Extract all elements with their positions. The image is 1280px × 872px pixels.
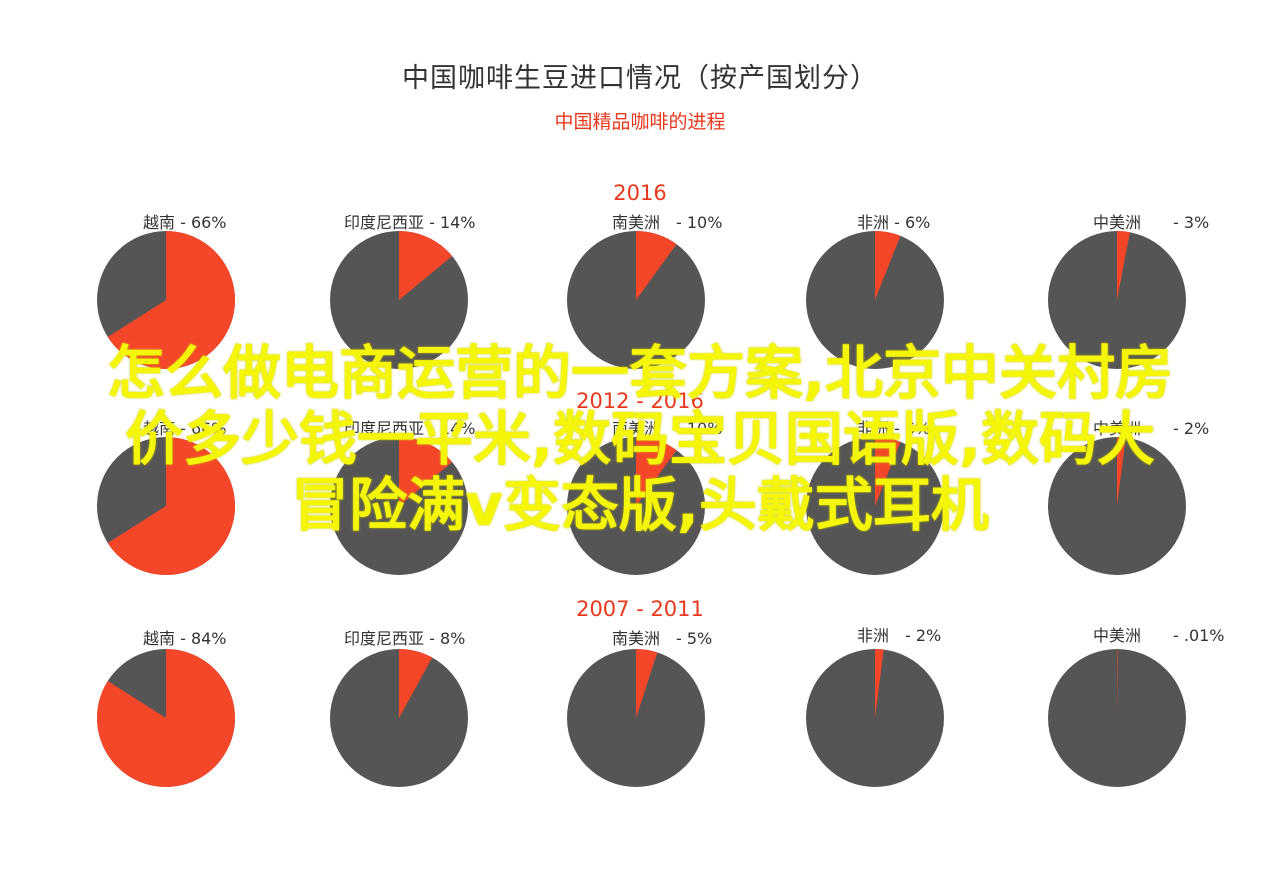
pie-1-3 (806, 437, 944, 575)
pie-1-4 (1048, 437, 1186, 575)
pie-label-0-3: 非洲 - 6% (857, 213, 931, 232)
pie-0-4 (1048, 231, 1186, 369)
pie-highlight-slice-1-1 (399, 437, 453, 506)
pie-highlight-slice-2-1 (399, 649, 433, 718)
pie-label-2-1: 印度尼西亚 - 8% (344, 629, 466, 648)
pie-label-0-1: 印度尼西亚 - 14% (344, 213, 476, 232)
row-title-1: 2012 - 2016 (576, 389, 704, 413)
chart-title: 中国咖啡生豆进口情况（按产国划分） (402, 63, 878, 94)
overlay-line-2: 冒险满v变态版,头戴式耳机 (291, 471, 989, 539)
pie-highlight-slice-2-2 (636, 649, 658, 718)
pie-0-2 (567, 231, 705, 369)
pie-highlight-slice-0-3 (875, 231, 901, 300)
pie-label-0-2: 南美洲 - 10% (612, 213, 723, 232)
pie-label-0-0: 越南 - 66% (143, 213, 227, 232)
pie-0-0 (97, 231, 235, 370)
chart-subtitle: 中国精品咖啡的进程 (554, 111, 726, 133)
pie-2-0 (96, 649, 236, 788)
pie-0-3 (806, 231, 944, 369)
pie-highlight-slice-2-4 (1117, 649, 1118, 718)
pie-highlight-slice-2-0 (96, 649, 236, 788)
row-title-0: 2016 (613, 181, 667, 205)
pie-highlight-slice-0-0 (107, 231, 235, 370)
pie-label-2-2: 南美洲 - 5% (612, 629, 713, 648)
pie-0-1 (330, 231, 468, 369)
pie-highlight-slice-1-2 (636, 437, 677, 506)
pie-highlight-slice-1-0 (107, 437, 236, 575)
pie-label-1-4: 中美洲 - 2% (1093, 419, 1210, 438)
pie-1-2 (567, 437, 705, 575)
pie-1-1 (330, 437, 468, 575)
overlay-line-1: 价多少钱一平米,数码宝贝国语版,数码大 (124, 405, 1156, 473)
overlay-line-0: 怎么做电商运营的一套方案,北京中关村房 (106, 339, 1174, 407)
pie-2-3 (806, 649, 944, 787)
pie-label-0-4: 中美洲 - 3% (1093, 213, 1210, 232)
pie-label-2-0: 越南 - 84% (143, 629, 227, 648)
pie-label-2-4: 中美洲 - .01% (1093, 626, 1225, 645)
pie-highlight-slice-1-3 (875, 437, 901, 506)
pie-2-2 (567, 649, 705, 787)
pie-highlight-slice-0-1 (399, 231, 453, 300)
pie-label-2-3: 非洲 - 2% (857, 626, 942, 645)
pie-label-1-3: 非洲 - 6% (857, 419, 931, 438)
pie-2-1 (330, 649, 468, 787)
row-title-2: 2007 - 2011 (576, 597, 704, 621)
pie-label-1-2: 南美洲 - 10% (612, 419, 723, 438)
pie-highlight-slice-0-4 (1117, 231, 1130, 300)
pie-2-4 (1048, 649, 1186, 787)
pie-highlight-slice-0-2 (636, 231, 677, 300)
pie-highlight-slice-2-3 (875, 649, 884, 718)
pie-label-1-1: 印度尼西亚 - 14% (344, 419, 476, 438)
pie-label-1-0: 越南 - 66% (143, 419, 227, 438)
pie-highlight-slice-1-4 (1117, 437, 1126, 506)
overlay-watermark-text: 怎么做电商运营的一套方案,北京中关村房 价多少钱一平米,数码宝贝国语版,数码大 … (0, 340, 1280, 538)
pie-1-0 (97, 437, 236, 575)
